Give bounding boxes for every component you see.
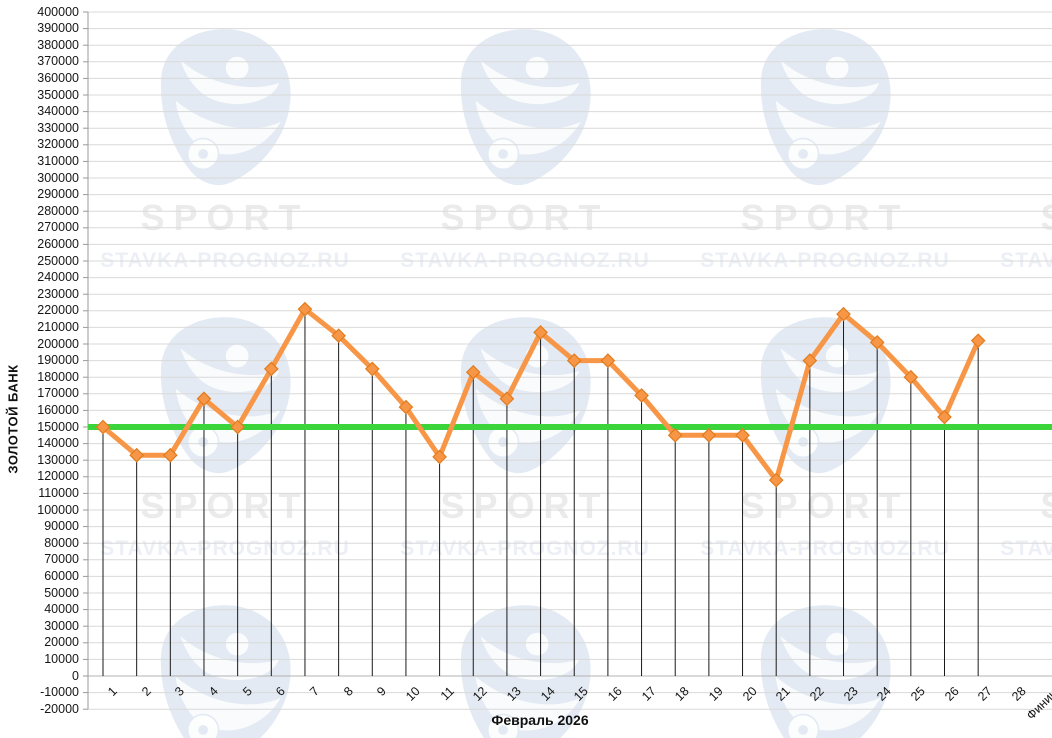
watermark-brand-text: SPORT [975,197,1052,239]
watermark-brand-text: SPORT [740,485,910,526]
soccer-player-logo-icon [460,29,591,186]
watermark-brand-text: SPORT [440,197,610,238]
soccer-player-logo-icon [160,29,291,186]
watermark-brand-text: SPORT [740,197,910,238]
soccer-player-logo-icon [760,605,891,738]
watermark-brand-text: SPORT [140,485,310,526]
soccer-player-logo-icon [160,605,291,738]
watermark-brand-text: SPORT [975,485,1052,527]
watermark-brand-text: SPORT [140,197,310,238]
soccer-player-logo-icon [760,29,891,186]
soccer-player-logo-icon [460,605,591,738]
